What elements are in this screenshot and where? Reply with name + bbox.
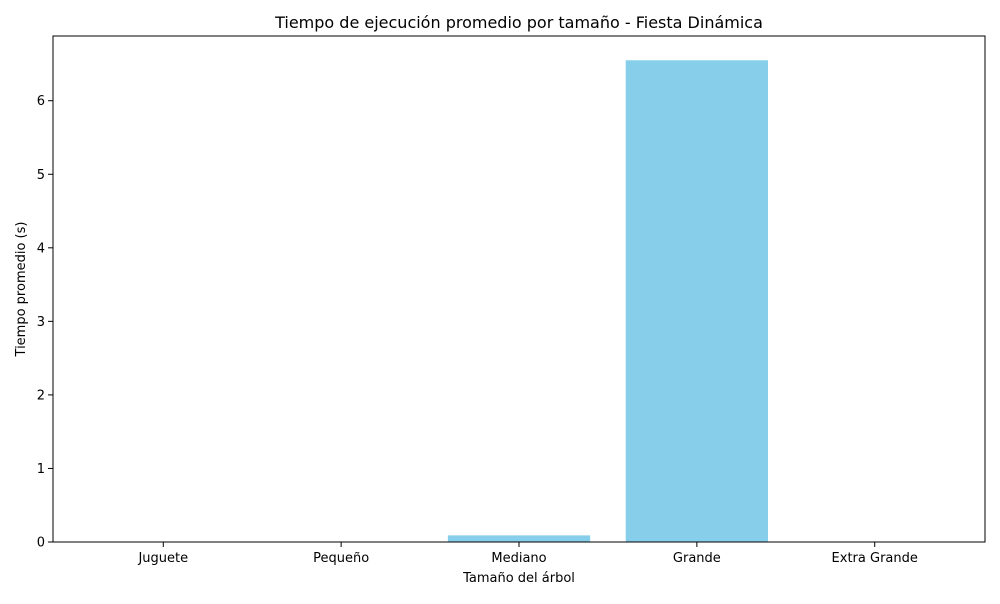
x-tick-label: Mediano	[491, 551, 546, 566]
y-tick-label: 1	[37, 462, 45, 477]
x-axis-label: Tamaño del árbol	[462, 571, 575, 586]
x-tick-label: Extra Grande	[832, 551, 918, 566]
x-tick-label: Juguete	[137, 551, 188, 566]
y-tick-label: 2	[37, 388, 45, 403]
plot-frame	[53, 36, 985, 542]
bar-mediano	[448, 535, 590, 542]
y-tick-label: 3	[37, 315, 45, 330]
x-tick-label: Grande	[673, 551, 721, 566]
y-tick-label: 0	[37, 536, 45, 551]
x-tick-label: Pequeño	[313, 551, 369, 566]
chart-title: Tiempo de ejecución promedio por tamaño …	[274, 13, 763, 32]
y-tick-label: 4	[37, 241, 45, 256]
plot-area: 0 1 2 3 4 5 6 Juguete Pequeño Mediano Grande Extra …	[37, 36, 985, 566]
y-tick-label: 6	[37, 94, 45, 109]
y-axis-label: Tiempo promedio (s)	[14, 222, 29, 358]
bar-grande	[626, 60, 768, 542]
y-tick-label: 5	[37, 168, 45, 183]
